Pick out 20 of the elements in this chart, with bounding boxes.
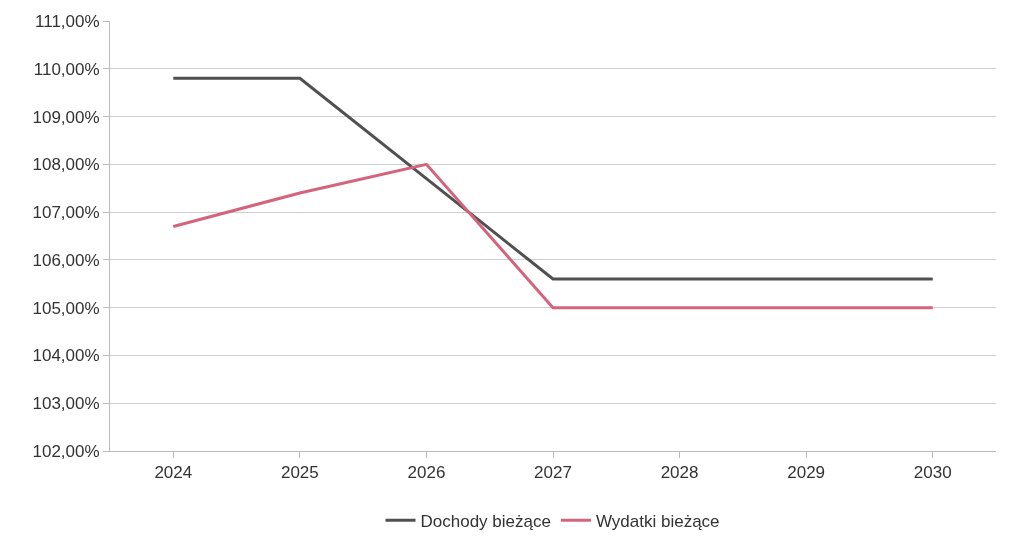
legend-label: Wydatki bieżące — [595, 511, 720, 531]
line-series — [171, 162, 935, 310]
y-tick-label: 102,00% — [32, 441, 100, 461]
x-tick-label: 2024 — [154, 463, 193, 483]
y-tick-label: 107,00% — [32, 203, 100, 223]
y-tick-label: 104,00% — [32, 346, 100, 366]
x-tick-label: 2027 — [534, 463, 572, 483]
legend-label: Dochody bieżące — [420, 511, 551, 531]
y-tick-label: 105,00% — [32, 298, 100, 318]
x-tick-label: 2028 — [660, 463, 699, 483]
y-tick-label: 106,00% — [32, 250, 100, 270]
x-tick-label: 2029 — [787, 463, 826, 483]
x-tick-label: 2026 — [407, 463, 446, 483]
x-tick-label: 2030 — [913, 463, 952, 483]
y-tick-label: 111,00% — [35, 11, 100, 31]
y-tick-label: 109,00% — [32, 107, 100, 127]
x-tick-label: 2025 — [280, 463, 319, 483]
y-tick-label: 108,00% — [32, 155, 100, 175]
y-tick-label: 103,00% — [32, 394, 100, 414]
y-tick-label: 110,00% — [33, 59, 100, 79]
